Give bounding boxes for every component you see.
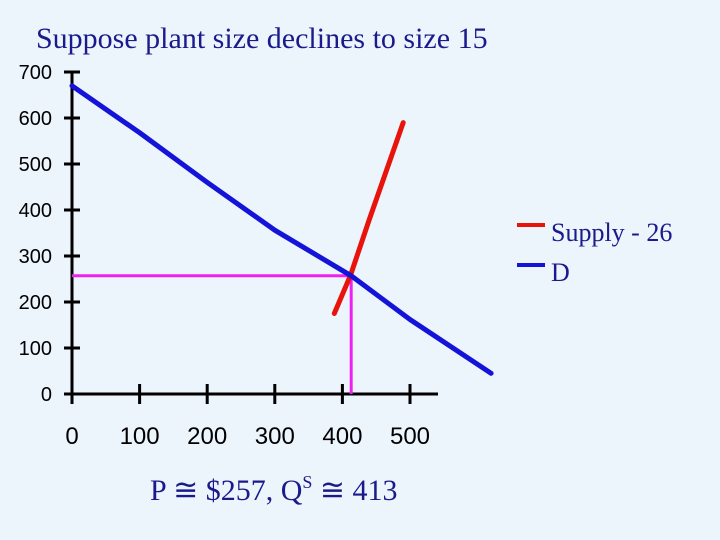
axes: 0 100 200 300 400 500 600 700 0 100 200 300 400 500 <box>19 62 438 450</box>
series-layer <box>69 83 494 394</box>
x-tick-label: 400 <box>322 423 362 450</box>
caption-superscript: S <box>302 472 312 492</box>
caption-quantity-part: ≅ 413 <box>312 474 397 507</box>
x-tick-label: 200 <box>187 423 227 450</box>
x-tick-label: 300 <box>255 423 295 450</box>
legend-label-d: D <box>551 258 570 287</box>
series-line-supply-26 <box>331 120 406 316</box>
y-tick-label: 700 <box>19 62 52 84</box>
x-tick-label: 0 <box>65 423 78 450</box>
equilibrium-caption: P ≅ $257, QS ≅ 413 <box>150 472 398 507</box>
x-tick-label: 100 <box>120 423 160 450</box>
series-line-d <box>69 83 494 376</box>
y-tick-label: 500 <box>19 154 52 176</box>
x-tick-label: 500 <box>390 423 430 450</box>
legend: Supply - 26 D <box>517 218 672 287</box>
legend-label-supply-26: Supply - 26 <box>551 218 672 247</box>
y-tick-label: 200 <box>19 292 52 314</box>
y-tick-label: 100 <box>19 338 52 360</box>
y-tick-label: 400 <box>19 200 52 222</box>
chart-title: Suppose plant size declines to size 15 <box>36 22 488 55</box>
y-tick-label: 300 <box>19 246 52 268</box>
caption-price-part: P ≅ $257, Q <box>150 474 303 507</box>
y-tick-label: 0 <box>41 384 52 406</box>
y-tick-label: 600 <box>19 108 52 130</box>
